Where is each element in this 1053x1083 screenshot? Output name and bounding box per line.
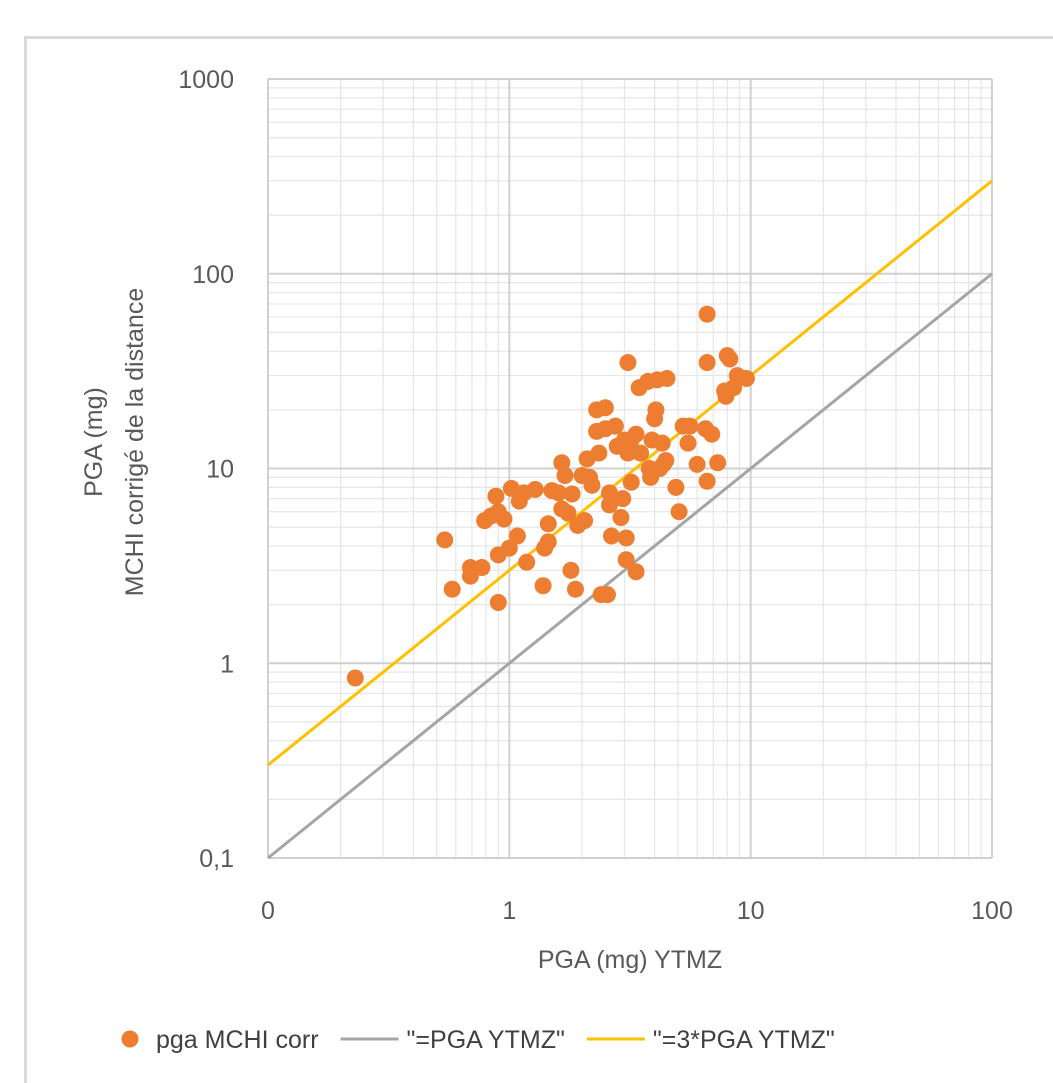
- legend-item-0: pga MCHI corr: [121, 1026, 319, 1054]
- scatter-point: [526, 481, 544, 499]
- scatter-point: [598, 586, 616, 604]
- y-tick-labels: 0,1 1 10 100 1000: [178, 66, 234, 873]
- scatter-point: [553, 454, 571, 472]
- scatter-point: [495, 510, 513, 528]
- scatter-point: [489, 594, 507, 612]
- scatter-point: [562, 561, 580, 579]
- y-axis-title-line-2: MCHI corrigé de la distance: [121, 288, 149, 596]
- scatter-point: [500, 539, 518, 557]
- scatter-point: [559, 504, 577, 522]
- y-tick-label: 0,1: [199, 845, 234, 873]
- scatter-point: [583, 476, 601, 494]
- legend-label: "=3*PGA YTMZ": [653, 1026, 835, 1054]
- scatter-point: [566, 580, 584, 598]
- scatter-points: [346, 305, 755, 687]
- legend: pga MCHI corr "=PGA YTMZ" "=3*PGA YTMZ": [121, 1026, 835, 1054]
- scatter-point: [667, 478, 685, 496]
- scatter-point: [737, 369, 755, 387]
- scatter-point: [619, 354, 637, 372]
- scatter-point: [346, 669, 364, 687]
- scatter-point: [600, 484, 618, 502]
- scatter-point: [657, 451, 675, 469]
- scatter-point: [653, 434, 671, 452]
- scatter-point: [688, 455, 706, 473]
- scatter-point: [647, 401, 665, 419]
- scatter-point: [627, 563, 645, 581]
- scatter-point: [698, 472, 716, 490]
- legend-item-1: "=PGA YTMZ": [340, 1026, 565, 1054]
- x-tick-label: 100: [971, 897, 1013, 925]
- scatter-point: [617, 529, 635, 547]
- scatter-point: [539, 515, 557, 533]
- scatter-point: [600, 496, 618, 514]
- y-tick-label: 10: [206, 456, 234, 484]
- y-tick-label: 1000: [178, 66, 234, 94]
- scatter-point: [679, 434, 697, 452]
- scatter-point: [473, 559, 491, 577]
- scatter-point: [602, 527, 620, 545]
- scatter-point: [622, 473, 640, 491]
- scatter-point: [539, 533, 557, 551]
- y-tick-label: 1: [220, 650, 234, 678]
- scatter-point: [698, 354, 716, 372]
- scatter-point: [590, 444, 608, 462]
- x-tick-label: 1: [502, 897, 516, 925]
- x-tick-label: 0: [261, 897, 275, 925]
- scatter-point: [596, 399, 614, 417]
- scatter-point: [627, 425, 645, 443]
- scatter-point: [487, 487, 505, 505]
- y-tick-label: 100: [192, 261, 234, 289]
- series-line-2: [267, 179, 993, 767]
- legend-marker: [121, 1030, 139, 1048]
- scatter-point: [550, 484, 568, 502]
- scatter-point: [612, 509, 630, 527]
- scatter-point: [436, 531, 454, 549]
- scatter-point: [670, 503, 688, 521]
- legend-label: pga MCHI corr: [156, 1026, 319, 1054]
- scatter-point: [606, 417, 624, 435]
- scatter-point: [614, 490, 632, 508]
- scatter-point: [703, 425, 721, 443]
- scatter-point: [721, 350, 739, 368]
- scatter-point: [518, 553, 536, 571]
- scatter-point: [617, 551, 635, 569]
- scatter-point: [681, 417, 699, 435]
- scatter-point: [632, 444, 650, 462]
- x-tick-labels: 0 1 10 100: [261, 897, 1013, 925]
- grid-major: [267, 78, 993, 859]
- scatter-point: [658, 369, 676, 387]
- scatter-point: [563, 485, 581, 503]
- scatter-point: [556, 467, 574, 485]
- x-tick-label: 10: [737, 897, 765, 925]
- y-axis-title-line-1: PGA (mg): [80, 387, 108, 497]
- scatter-point: [508, 527, 526, 545]
- chart-frame: [24, 36, 1053, 1083]
- scatter-point: [698, 305, 716, 323]
- scatter-point: [534, 577, 552, 595]
- scatter-point: [443, 580, 461, 598]
- scatter-point: [709, 454, 727, 472]
- scatter-point: [619, 444, 637, 462]
- x-axis-title: PGA (mg) YTMZ: [538, 946, 722, 974]
- scatter-point: [576, 512, 594, 530]
- legend-item-2: "=3*PGA YTMZ": [586, 1026, 835, 1054]
- legend-label: "=PGA YTMZ": [407, 1026, 565, 1054]
